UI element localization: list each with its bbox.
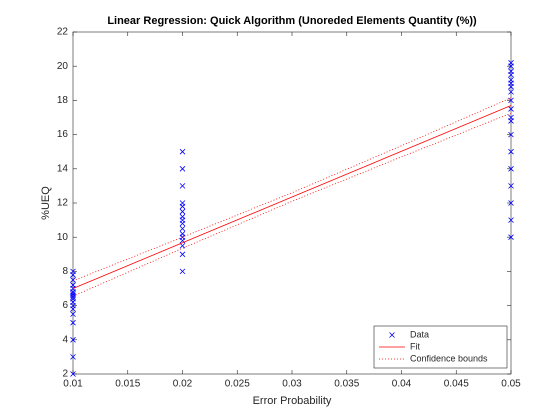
data-point <box>179 268 186 275</box>
data-point <box>508 114 514 121</box>
x-tick-label: 0.015 <box>115 379 140 390</box>
data-point <box>70 277 76 283</box>
y-tick-label: 20 <box>57 61 69 72</box>
data-point <box>179 251 186 258</box>
data-point <box>70 354 76 360</box>
legend-label: Confidence bounds <box>410 353 488 363</box>
x-tick-label: 0.01 <box>63 379 83 390</box>
data-point <box>508 148 514 155</box>
data-point <box>508 59 514 66</box>
x-axis-label: Error Probability <box>253 395 332 407</box>
data-point <box>70 290 76 297</box>
data-point <box>508 77 514 83</box>
y-tick-label: 8 <box>62 266 68 277</box>
y-tick-label: 12 <box>57 198 69 209</box>
chart-title: Linear Regression: Quick Algorithm (Unor… <box>107 15 477 27</box>
data-point <box>70 282 76 288</box>
fit-line <box>72 105 512 289</box>
data-point <box>179 183 186 189</box>
data-point <box>179 166 186 172</box>
data-point <box>508 68 514 75</box>
data-point <box>179 230 186 237</box>
data-point <box>508 97 514 104</box>
legend-marker <box>389 332 395 338</box>
data-point <box>179 200 186 206</box>
data-point <box>179 225 186 232</box>
y-tick-label: 6 <box>62 300 68 311</box>
y-tick-label: 10 <box>57 232 69 243</box>
y-tick-label: 16 <box>57 129 69 140</box>
legend: Data Fit Confidence bounds <box>373 325 508 369</box>
data-point <box>179 208 186 215</box>
data-point <box>508 183 514 189</box>
data-point <box>70 337 76 343</box>
x-tick-label: 0.035 <box>334 379 359 390</box>
x-tick-label: 0.02 <box>173 379 193 390</box>
data-point <box>179 242 186 249</box>
x-tick-label: 0.025 <box>225 379 250 390</box>
data-point <box>508 234 514 240</box>
legend-label: Fit <box>410 341 420 351</box>
data-point <box>70 311 76 317</box>
data-point <box>508 89 514 95</box>
x-tick-label: 0.05 <box>501 379 521 390</box>
data-point <box>508 106 514 112</box>
y-tick-label: 14 <box>57 163 69 174</box>
data-point <box>179 213 186 220</box>
data-point <box>508 217 514 223</box>
data-point <box>508 131 514 138</box>
data-point <box>179 148 186 155</box>
y-tick-label: 4 <box>62 334 68 345</box>
upper-bound <box>72 97 512 282</box>
data-point <box>70 319 76 326</box>
plot-area <box>72 31 512 375</box>
data-point <box>508 166 514 172</box>
y-axis-label: %UEQ <box>40 186 52 220</box>
x-tick-label: 0.04 <box>392 379 412 390</box>
y-tick-label: 22 <box>57 27 69 38</box>
x-tick-label: 0.045 <box>444 379 469 390</box>
lower-bound <box>72 112 512 297</box>
legend-label: Data <box>410 329 429 339</box>
data-point <box>70 371 76 377</box>
x-tick-label: 0.03 <box>282 379 302 390</box>
data-point <box>508 200 514 206</box>
y-tick-label: 18 <box>57 95 69 106</box>
y-tick-label: 2 <box>62 369 68 380</box>
data-point <box>70 268 76 275</box>
